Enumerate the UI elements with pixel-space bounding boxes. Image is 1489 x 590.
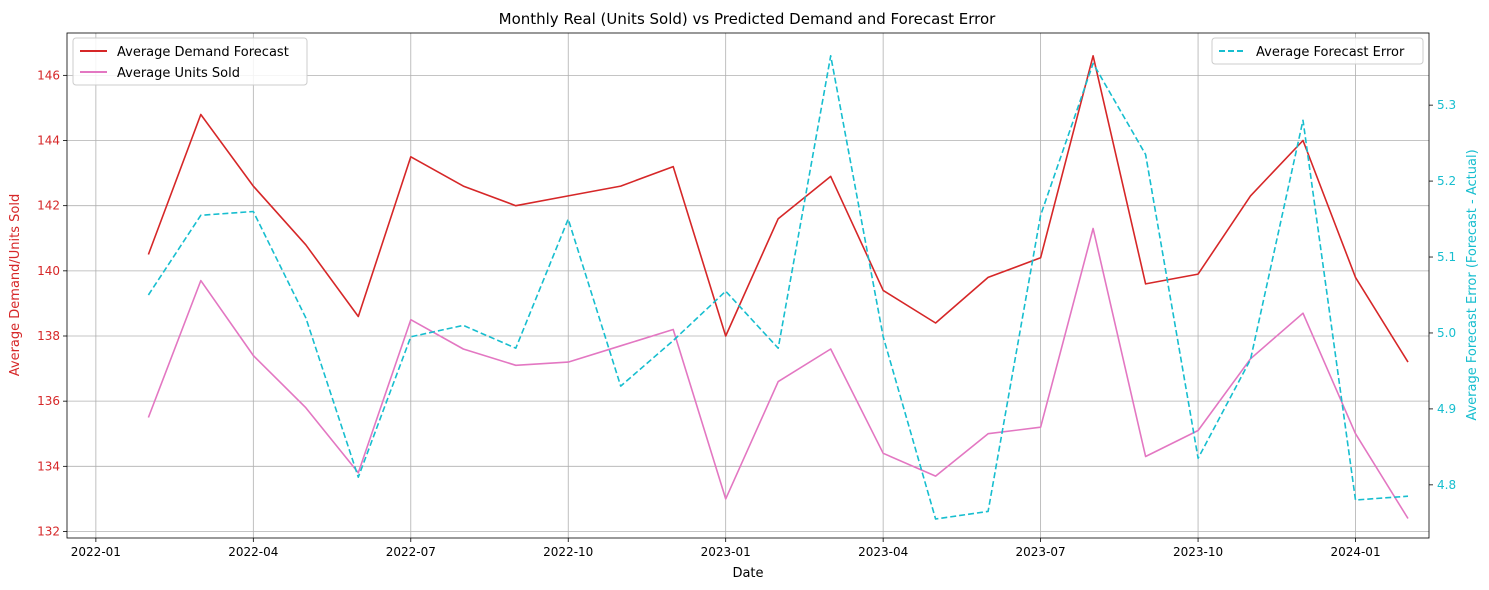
y-left-tick-label: 134 xyxy=(37,459,60,473)
legend-left-box xyxy=(72,37,308,86)
y-axis-left-label: Average Demand/Units Sold xyxy=(8,194,23,376)
y-left-tick-label: 146 xyxy=(37,68,60,82)
x-tick-label: 2023-10 xyxy=(1173,545,1223,559)
legend-units-label: Average Units Sold xyxy=(117,66,240,81)
forecast-error-line xyxy=(147,54,1409,520)
y-right-tick-label: 5.0 xyxy=(1437,326,1456,340)
x-tick-label: 2023-07 xyxy=(1016,545,1066,559)
y-axis-right-label: Average Forecast Error (Forecast - Actua… xyxy=(1465,149,1480,420)
x-axis-label: Date xyxy=(732,566,763,581)
y-left-tick-label: 140 xyxy=(37,264,60,278)
x-tick-label: 2022-01 xyxy=(71,545,121,559)
plot-frame xyxy=(66,32,1430,539)
y-left-tick-label: 144 xyxy=(37,134,60,148)
x-tick-label: 2024-01 xyxy=(1330,545,1380,559)
demand-forecast-line xyxy=(147,54,1409,363)
legend-error-label: Average Forecast Error xyxy=(1256,45,1405,60)
y-axis-left: 132 134 136 138 140 142 144 146 xyxy=(37,68,67,538)
y-axis-right: 4.8 4.9 5.0 5.1 5.2 5.3 xyxy=(1429,98,1456,492)
legend-right: Average Forecast Error xyxy=(1211,37,1424,65)
legend-demand-label: Average Demand Forecast xyxy=(117,45,289,60)
legend-left: Average Demand Forecast Average Units So… xyxy=(72,37,308,86)
chart-title: Monthly Real (Units Sold) vs Predicted D… xyxy=(499,10,997,28)
y-left-tick-label: 142 xyxy=(37,199,60,213)
x-tick-label: 2023-04 xyxy=(858,545,908,559)
units-sold-line xyxy=(147,227,1409,519)
legend-right-box xyxy=(1211,37,1424,65)
y-left-tick-label: 138 xyxy=(37,329,60,343)
x-tick-label: 2023-01 xyxy=(701,545,751,559)
y-right-tick-label: 4.8 xyxy=(1437,478,1456,492)
y-left-tick-label: 136 xyxy=(37,394,60,408)
y-left-tick-label: 132 xyxy=(37,524,60,538)
grid-layer xyxy=(67,33,1429,538)
y-right-tick-label: 4.9 xyxy=(1437,402,1456,416)
series-layer xyxy=(147,54,1409,520)
x-tick-label: 2022-04 xyxy=(228,545,278,559)
y-right-tick-label: 5.2 xyxy=(1437,174,1456,188)
x-tick-label: 2022-10 xyxy=(543,545,593,559)
x-axis: 2022-01 2022-04 2022-07 2022-10 2023-01 2023-… xyxy=(71,538,1381,559)
x-tick-label: 2022-07 xyxy=(386,545,436,559)
y-right-tick-label: 5.1 xyxy=(1437,250,1456,264)
y-right-tick-label: 5.3 xyxy=(1437,98,1456,112)
